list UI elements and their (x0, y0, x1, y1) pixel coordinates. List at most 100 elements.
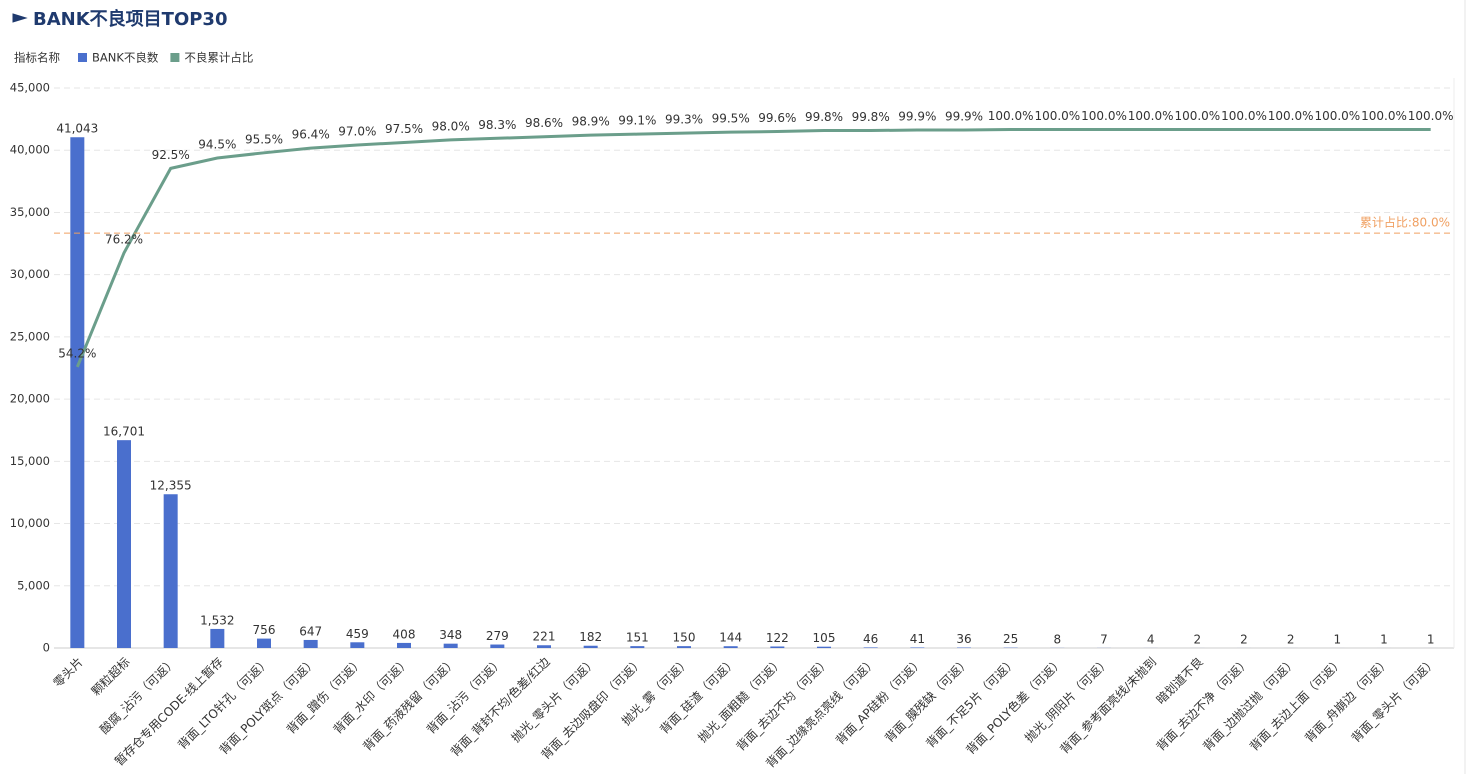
y-tick-label: 20,000 (10, 392, 50, 406)
line-value-label: 97.0% (338, 125, 376, 139)
line (75, 127, 1431, 368)
bar-value-label: 41,043 (56, 122, 98, 136)
bar-value-label: 12,355 (150, 479, 192, 493)
legend-label: BANK不良数 (92, 51, 159, 65)
title-icon (12, 13, 28, 23)
bar-value-label: 182 (579, 630, 602, 644)
line-value-label: 99.6% (758, 111, 796, 125)
x-tick-label: 抛光_阴阳片（可返） (1021, 654, 1112, 745)
bar-value-label: 408 (393, 627, 416, 641)
bar (117, 440, 131, 648)
bar-value-label: 7 (1100, 632, 1108, 646)
bar-value-label: 2 (1287, 632, 1295, 646)
line-value-label: 100.0% (1268, 109, 1314, 123)
bar-value-label: 151 (626, 631, 649, 645)
line-value-label: 99.9% (898, 110, 936, 124)
bar-value-label: 279 (486, 629, 509, 643)
line-value-label: 100.0% (1128, 109, 1174, 123)
bar (70, 137, 85, 648)
x-tick-label: 背面_参考面亮线/未抛到 (1057, 654, 1160, 757)
line-value-label: 100.0% (1081, 109, 1127, 123)
line-value-label: 54.2% (58, 346, 96, 360)
x-tick-label: 背面_舟崩边（可返） (1302, 655, 1393, 746)
bar-value-label: 46 (863, 632, 878, 646)
bar (397, 642, 411, 648)
x-tick-label: 背面_边抛过抛（可返） (1200, 654, 1300, 754)
bar-value-label: 36 (956, 632, 971, 646)
y-tick-label: 45,000 (10, 81, 50, 95)
bar-value-label: 756 (253, 623, 276, 637)
bar (723, 646, 738, 648)
bar-value-label: 1 (1334, 632, 1342, 646)
bar-value-label: 4 (1147, 632, 1155, 646)
line-value-label: 94.5% (198, 138, 236, 152)
line-value-label: 99.8% (805, 110, 843, 124)
legend-title: 指标名称 (14, 51, 60, 65)
legend-swatch (170, 53, 180, 62)
bar (257, 638, 271, 648)
bar (863, 647, 878, 648)
x-tick-label: 背面_不足5片（可返） (923, 655, 1019, 751)
line-value-label: 100.0% (1408, 109, 1454, 123)
line-value-label: 98.6% (525, 116, 563, 130)
line-value-label: 99.5% (712, 112, 750, 126)
bar-value-label: 1 (1427, 632, 1435, 646)
bar (910, 647, 925, 648)
bar (770, 646, 785, 648)
line-value-label: 100.0% (1174, 109, 1220, 123)
bar-value-label: 122 (766, 631, 789, 645)
x-tick-label: 抛光_面粗糙（可返） (695, 654, 786, 745)
bar (443, 643, 458, 648)
bar-value-label: 647 (299, 624, 322, 638)
line-value-label: 99.3% (665, 113, 703, 127)
bar-value-label: 2 (1194, 632, 1202, 646)
chart-title: BANK不良项目TOP30 (33, 8, 227, 30)
bar-value-label: 1,532 (200, 613, 234, 627)
line-value-label: 98.3% (478, 118, 516, 132)
bar (583, 645, 598, 648)
x-tick-label: 背面_去边不均（可返） (734, 655, 833, 754)
bar-value-label: 8 (1054, 632, 1062, 646)
bar-value-label: 221 (533, 630, 556, 644)
bar-value-label: 25 (1003, 632, 1018, 646)
bar (210, 628, 225, 648)
bar (163, 494, 178, 648)
line-value-label: 100.0% (988, 109, 1034, 123)
bar-value-label: 144 (719, 631, 742, 645)
x-tick-label: 背面_去边不净（可返） (1154, 655, 1253, 754)
x-tick-label: 背面_膜残缺（可返） (881, 654, 972, 745)
y-tick-label: 15,000 (10, 454, 50, 468)
line-value-label: 100.0% (1314, 109, 1360, 123)
line-value-label: 99.1% (618, 114, 656, 128)
bar-value-label: 150 (673, 631, 696, 645)
x-tick-label: 颗粒超标 (88, 654, 133, 699)
bar (630, 646, 645, 648)
x-tick-label: 酸腐_沾污（可返） (97, 654, 180, 737)
line-value-label: 100.0% (1034, 109, 1080, 123)
x-tick-label: 背面_LTO针孔（可返） (174, 654, 272, 752)
line-value-label: 92.5% (152, 148, 190, 162)
line-value-label: 96.4% (292, 128, 330, 142)
x-tick-label: 抛光_零头片（可返） (508, 654, 599, 745)
bar (817, 646, 831, 648)
y-tick-label: 30,000 (10, 267, 50, 281)
bar (537, 645, 551, 648)
bar-value-label: 459 (346, 627, 369, 641)
bar-value-label: 1 (1380, 632, 1388, 646)
y-tick-label: 5,000 (17, 578, 50, 592)
line-value-label: 97.5% (385, 122, 423, 136)
line-value-label: 98.9% (572, 115, 610, 129)
bar-value-label: 348 (439, 628, 462, 642)
x-tick-label: 背面_药液残留（可返） (360, 654, 460, 754)
y-tick-label: 35,000 (10, 205, 50, 219)
line-value-label: 98.0% (432, 119, 470, 133)
bar-value-label: 16,701 (103, 425, 145, 439)
legend-label: 不良累计占比 (184, 51, 253, 65)
line-value-label: 100.0% (1221, 109, 1267, 123)
bar-value-label: 105 (813, 631, 836, 645)
bar (677, 646, 691, 648)
x-tick-label: 零头片 (51, 655, 86, 690)
line-value-label: 76.2% (105, 232, 143, 246)
bar (303, 639, 318, 648)
